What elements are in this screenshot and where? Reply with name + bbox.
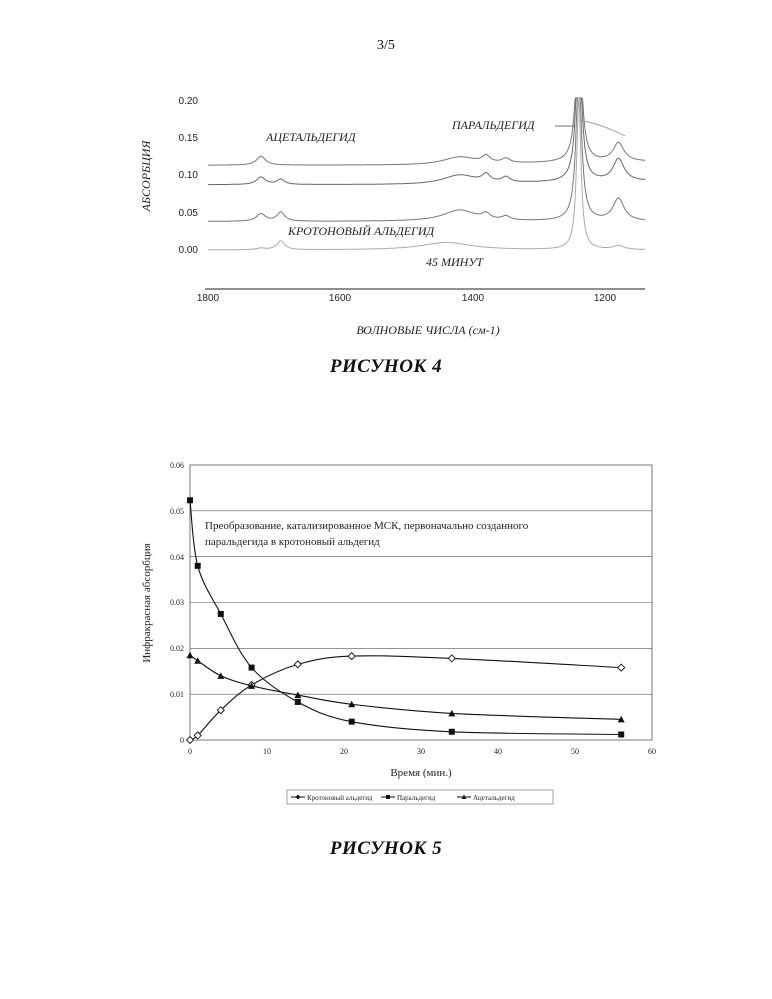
fig5-ylabel: Инфракрасная абсорбция xyxy=(141,543,153,662)
fig5-xtick-label: 30 xyxy=(417,747,425,756)
data-point-square xyxy=(218,611,224,617)
fig5-xtick-label: 60 xyxy=(648,747,656,756)
legend-label: Паральдегид xyxy=(397,794,436,802)
data-point-square xyxy=(295,699,301,705)
fig5-xtick-label: 0 xyxy=(188,747,192,756)
series-line xyxy=(190,655,621,719)
fig5-ytick-label: 0.04 xyxy=(170,553,184,562)
data-point-triangle xyxy=(187,652,194,659)
fig5-x-ticks: 0 10 20 30 40 50 60 xyxy=(188,747,656,756)
data-point-square xyxy=(349,719,355,725)
data-point-diamond xyxy=(448,655,455,662)
fig5-xlabel: Время (мин.) xyxy=(390,767,452,779)
figure-5-caption: РИСУНОК 5 xyxy=(0,838,772,860)
fig5-xtick-label: 50 xyxy=(571,747,579,756)
data-point-square xyxy=(449,729,455,735)
fig5-ytick-label: 0.05 xyxy=(170,507,184,516)
series-line xyxy=(190,656,621,740)
legend-square-marker xyxy=(386,795,390,799)
data-point-square xyxy=(618,732,624,738)
fig5-ytick-label: 0 xyxy=(180,736,184,745)
fig5-annotation-line-1: Преобразование, катализированное МСК, пе… xyxy=(205,520,529,532)
fig5-annotation-line-2: паральдегида в кротоновый альдегид xyxy=(205,536,380,548)
legend-label: Ацетальдегид xyxy=(473,794,515,802)
data-point-diamond xyxy=(618,664,625,671)
data-point-square xyxy=(195,563,201,569)
data-point-diamond xyxy=(187,737,194,744)
data-point-triangle xyxy=(217,672,224,679)
fig5-ytick-label: 0.02 xyxy=(170,644,184,653)
fig5-xtick-label: 10 xyxy=(263,747,271,756)
fig5-ytick-label: 0.06 xyxy=(170,461,184,470)
fig5-y-ticks: 0 0.01 0.02 0.03 0.04 0.05 0.06 xyxy=(170,461,184,745)
fig5-ytick-label: 0.01 xyxy=(170,690,184,699)
data-point-diamond xyxy=(348,653,355,660)
data-point-square xyxy=(187,497,193,503)
fig5-series-group xyxy=(187,497,625,743)
legend-label: Кротоновый альдегид xyxy=(307,794,373,802)
data-point-square xyxy=(249,665,255,671)
fig5-xtick-label: 20 xyxy=(340,747,348,756)
data-point-triangle xyxy=(194,657,201,664)
data-point-diamond xyxy=(294,661,301,668)
fig5-legend: Кротоновый альдегид Паральдегид Ацетальд… xyxy=(287,790,553,804)
fig5-xtick-label: 40 xyxy=(494,747,502,756)
fig5-ytick-label: 0.03 xyxy=(170,598,184,607)
